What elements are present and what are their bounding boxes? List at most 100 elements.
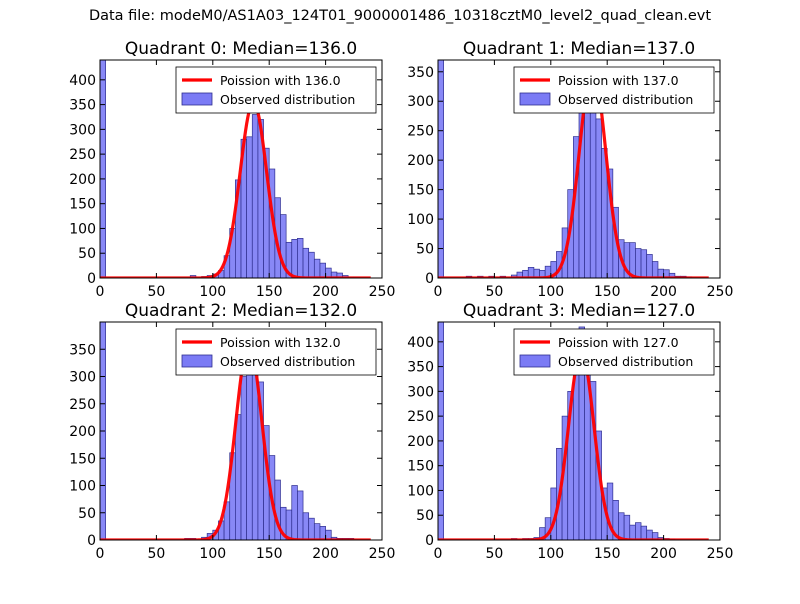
ytick-label-q0-5: 250 bbox=[69, 147, 96, 163]
bar-q2-9 bbox=[235, 414, 242, 540]
poisson-curve-q0 bbox=[100, 100, 372, 278]
ytick-label-q2-4: 200 bbox=[69, 424, 96, 440]
ytick-label-q3-2: 100 bbox=[407, 483, 434, 499]
xtick-label-q2-1: 50 bbox=[147, 546, 165, 562]
xtick-label-q0-5: 250 bbox=[369, 284, 396, 300]
ytick-label-q3-5: 250 bbox=[407, 409, 434, 425]
chart-panel-q1: 0 50 100 150 200 250 0 50 100 150 200 250 300 350 Quad… bbox=[407, 39, 733, 300]
legend-bar-label-q3: Observed distribution bbox=[558, 354, 693, 369]
xtick-label-q3-1: 50 bbox=[485, 546, 503, 562]
xtick-label-q3-4: 200 bbox=[650, 546, 677, 562]
xtick-label-q0-0: 0 bbox=[96, 284, 105, 300]
ytick-label-q0-0: 0 bbox=[87, 271, 96, 287]
ytick-label-q3-3: 150 bbox=[407, 459, 434, 475]
legend-bar-swatch-q0 bbox=[181, 92, 213, 106]
legend-bar-label-q0: Observed distribution bbox=[220, 92, 355, 107]
xtick-label-q1-1: 50 bbox=[485, 284, 503, 300]
chart-title-q1: Quadrant 1: Median=137.0 bbox=[463, 39, 695, 59]
xtick-label-q2-2: 100 bbox=[199, 546, 226, 562]
xtick-label-q0-3: 150 bbox=[256, 284, 283, 300]
bar-q3-21 bbox=[629, 524, 636, 540]
chart-panel-q3: 0 50 100 150 200 250 0 50 100 150 200 250 300 350 400 Q… bbox=[407, 301, 733, 562]
ytick-label-q0-8: 400 bbox=[69, 73, 96, 89]
bar-q1-30 bbox=[651, 261, 659, 278]
bar-q1-29 bbox=[646, 254, 653, 278]
ytick-label-q0-4: 200 bbox=[69, 172, 96, 188]
axes-frame-q0 bbox=[99, 59, 383, 279]
bar-q1-28 bbox=[640, 249, 648, 278]
xtick-label-q2-5: 250 bbox=[369, 546, 396, 562]
bar-q0-18 bbox=[291, 239, 298, 278]
xtick-label-q3-3: 150 bbox=[594, 546, 621, 562]
ytick-label-q1-6: 300 bbox=[407, 94, 434, 110]
bar-q1-27 bbox=[635, 248, 642, 278]
bar-q2-20 bbox=[297, 490, 304, 540]
ytick-label-q1-3: 150 bbox=[407, 183, 434, 199]
ytick-label-q1-2: 100 bbox=[407, 212, 434, 228]
ytick-label-q2-5: 250 bbox=[69, 397, 96, 413]
legend-bar-label-q2: Observed distribution bbox=[220, 354, 355, 369]
legend-bar-swatch-q2 bbox=[181, 354, 213, 368]
figure-suptitle: Data file: modeM0/AS1A03_124T01_90000014… bbox=[88, 8, 712, 24]
xtick-label-q2-4: 200 bbox=[312, 546, 339, 562]
ytick-label-q1-0: 0 bbox=[425, 271, 434, 287]
ytick-label-q1-4: 200 bbox=[407, 153, 434, 169]
ytick-label-q2-6: 300 bbox=[69, 370, 96, 386]
legend-q3: Poission with 127.0 Observed distribution bbox=[513, 328, 715, 376]
ytick-label-q2-3: 150 bbox=[69, 451, 96, 467]
bar-q0-10 bbox=[246, 136, 253, 278]
xtick-label-q1-0: 0 bbox=[434, 284, 443, 300]
ytick-label-q1-7: 350 bbox=[407, 65, 434, 81]
bar-q2-19 bbox=[291, 485, 298, 540]
legend-line-label-q3: Poission with 127.0 bbox=[558, 335, 679, 350]
chart-panel-q2: 0 50 100 150 200 250 0 50 100 150 200 250 300 350 Quad… bbox=[69, 301, 395, 562]
ytick-label-q1-5: 250 bbox=[407, 124, 434, 140]
chart-title-q2: Quadrant 2: Median=132.0 bbox=[125, 301, 357, 321]
bar-q2-24 bbox=[319, 526, 326, 540]
bar-q2-22 bbox=[308, 517, 315, 540]
chart-panel-q0: 0 50 100 150 200 250 0 50 100 150 200 250 300 350 400 Q… bbox=[69, 39, 395, 300]
xtick-label-q1-2: 100 bbox=[537, 284, 564, 300]
bar-q0-23 bbox=[319, 262, 326, 278]
legend-line-label-q2: Poission with 132.0 bbox=[220, 335, 341, 350]
xtick-label-q3-0: 0 bbox=[434, 546, 443, 562]
ytick-label-q3-4: 200 bbox=[407, 434, 434, 450]
legend-line-label-q1: Poission with 137.0 bbox=[558, 73, 679, 88]
bar-q2-23 bbox=[313, 523, 321, 540]
poisson-curve-q2 bbox=[100, 342, 372, 540]
ytick-label-q2-7: 350 bbox=[69, 342, 96, 358]
legend-line-label-q0: Poission with 136.0 bbox=[220, 73, 341, 88]
poisson-curve-q3 bbox=[438, 350, 710, 540]
legend-q2: Poission with 132.0 Observed distribution bbox=[175, 328, 377, 376]
xtick-label-q1-3: 150 bbox=[594, 284, 621, 300]
xtick-label-q2-0: 0 bbox=[96, 546, 105, 562]
ytick-label-q3-0: 0 bbox=[425, 533, 434, 549]
xtick-label-q3-2: 100 bbox=[537, 546, 564, 562]
xtick-label-q3-5: 250 bbox=[707, 546, 734, 562]
bar-q0-21 bbox=[308, 251, 315, 278]
chart-title-q0: Quadrant 0: Median=136.0 bbox=[125, 39, 357, 59]
bar-q3-19 bbox=[618, 512, 625, 540]
legend-bar-swatch-q1 bbox=[519, 92, 551, 106]
bar-q2-21 bbox=[302, 512, 310, 540]
ytick-label-q2-0: 0 bbox=[87, 533, 96, 549]
ytick-label-q2-2: 100 bbox=[69, 479, 96, 495]
ytick-label-q2-1: 50 bbox=[78, 506, 96, 522]
axes-frame-q1 bbox=[437, 59, 721, 279]
ytick-label-q3-8: 400 bbox=[407, 335, 434, 351]
axes-frame-q3 bbox=[437, 321, 721, 541]
xtick-label-q2-3: 150 bbox=[256, 546, 283, 562]
chart-title-q3: Quadrant 3: Median=127.0 bbox=[463, 301, 695, 321]
bar-q3-22 bbox=[635, 522, 642, 540]
ytick-label-q0-6: 300 bbox=[69, 122, 96, 138]
bar-q1-20 bbox=[595, 118, 602, 278]
bar-q0-11 bbox=[251, 114, 259, 278]
ytick-label-q0-7: 350 bbox=[69, 98, 96, 114]
bar-q0-0 bbox=[100, 60, 106, 278]
bar-q2-10 bbox=[240, 376, 247, 540]
legend-bar-label-q1: Observed distribution bbox=[558, 92, 693, 107]
bar-q1-33 bbox=[668, 272, 676, 278]
ytick-label-q0-2: 100 bbox=[69, 221, 96, 237]
xtick-label-q0-2: 100 bbox=[199, 284, 226, 300]
